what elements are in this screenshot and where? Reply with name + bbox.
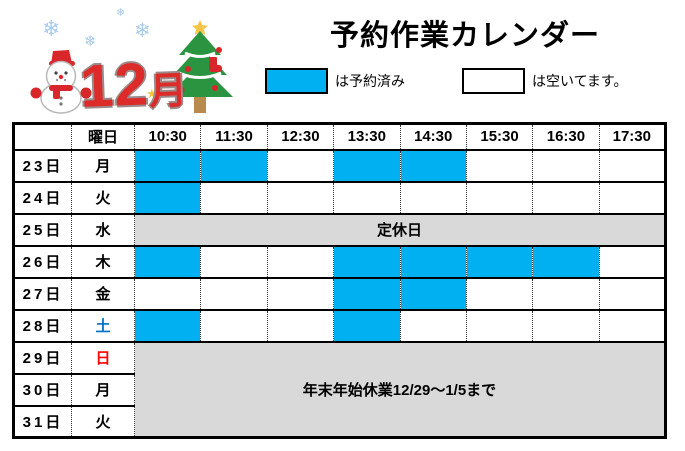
time-header: 15:30 — [465, 122, 533, 150]
snowflake-icon: ❄ — [84, 33, 97, 50]
slot-cell — [133, 180, 201, 214]
snowflake-icon: ❄ — [116, 7, 126, 19]
day-cell: 土 — [71, 308, 135, 342]
time-header: 13:30 — [333, 122, 400, 150]
slot-cell — [133, 244, 201, 278]
table-row-24: 24日 火 — [13, 180, 666, 214]
day-column-header: 曜日 — [71, 122, 135, 150]
available-swatch — [462, 68, 525, 94]
date-cell: 23日 — [13, 148, 72, 182]
slot-cell — [266, 244, 334, 278]
table-row-25: 25日 水 定休日 — [13, 212, 666, 246]
christmas-tree-icon — [167, 20, 233, 113]
slot-cell — [200, 308, 268, 342]
time-header: 14:30 — [399, 122, 467, 150]
header-row: 曜日 10:30 11:30 12:30 13:30 14:30 15:30 1… — [13, 122, 666, 150]
date-cell: 31日 — [13, 404, 72, 438]
slot-cell — [133, 276, 201, 310]
snowflake-icon: ❄ — [134, 20, 151, 42]
table-row-31: 31日 火 — [13, 404, 666, 438]
slot-cell — [532, 148, 600, 182]
time-header: 17:30 — [598, 122, 666, 150]
snowflake-icon: ❄ — [42, 16, 61, 41]
time-header: 11:30 — [200, 122, 268, 150]
table-row-28: 28日 土 — [13, 308, 666, 342]
day-cell: 木 — [71, 244, 135, 278]
slot-cell — [200, 180, 268, 214]
slot-cell — [133, 148, 201, 182]
slot-cell — [399, 180, 467, 214]
time-header: 10:30 — [133, 122, 201, 150]
slot-cell — [333, 308, 400, 342]
slot-cell — [266, 180, 334, 214]
slot-cell — [399, 148, 467, 182]
page-title: 予約作業カレンダー — [329, 20, 600, 52]
month-number: 12 — [78, 50, 150, 120]
slot-cell — [200, 148, 268, 182]
slot-cell — [465, 308, 533, 342]
date-cell: 25日 — [13, 212, 72, 246]
slot-cell — [333, 148, 400, 182]
slot-cell — [532, 276, 600, 310]
day-cell: 火 — [71, 180, 135, 214]
available-label: は空いてます。 — [532, 73, 628, 89]
slot-cell — [333, 276, 400, 310]
day-cell: 月 — [71, 148, 135, 182]
slot-cell — [598, 244, 666, 278]
time-header: 12:30 — [266, 122, 334, 150]
day-cell: 火 — [71, 404, 135, 438]
reserved-swatch — [265, 68, 328, 94]
date-cell: 27日 — [13, 276, 72, 310]
time-header: 16:30 — [532, 122, 600, 150]
closed-day-notice: 定休日 — [134, 212, 666, 246]
day-cell: 月 — [71, 372, 135, 406]
date-cell: 30日 — [13, 372, 72, 406]
slot-cell — [465, 148, 533, 182]
slot-cell — [399, 276, 467, 310]
star-icon: ★ — [161, 78, 170, 88]
month-suffix: 月 — [148, 70, 188, 114]
slot-cell — [598, 148, 666, 182]
table-row-26: 26日 木 — [13, 244, 666, 278]
slot-cell — [333, 180, 400, 214]
reservation-calendar-table: 曜日 10:30 11:30 12:30 13:30 14:30 15:30 1… — [12, 122, 667, 439]
slot-cell — [333, 244, 400, 278]
month-label: 12月 — [79, 48, 188, 121]
day-cell: 水 — [71, 212, 135, 246]
date-cell: 28日 — [13, 308, 72, 342]
table-row-27: 27日 金 — [13, 276, 666, 310]
table-row-23: 23日 月 — [13, 148, 666, 182]
date-cell: 26日 — [13, 244, 72, 278]
slot-cell — [465, 244, 533, 278]
slot-cell — [266, 276, 334, 310]
day-cell: 金 — [71, 276, 135, 310]
slot-cell — [532, 244, 600, 278]
slot-cell — [598, 276, 666, 310]
slot-cell — [200, 244, 268, 278]
legend: は予約済み は空いてます。 — [265, 68, 627, 94]
date-cell: 24日 — [13, 180, 72, 214]
slot-cell — [532, 180, 600, 214]
table-row-29: 29日 日 年末年始休業12/29～1/5まで — [13, 340, 666, 438]
slot-cell — [598, 180, 666, 214]
slot-cell — [266, 148, 334, 182]
slot-cell — [133, 308, 201, 342]
slot-cell — [598, 308, 666, 342]
slot-cell — [266, 308, 334, 342]
slot-cell — [465, 276, 533, 310]
star-icon: ★ — [146, 86, 158, 101]
date-cell: 29日 — [13, 340, 72, 374]
corner-cell — [13, 122, 72, 150]
slot-cell — [399, 244, 467, 278]
year-end-holiday-notice: 年末年始休業12/29～1/5まで — [134, 340, 666, 438]
slot-cell — [399, 308, 467, 342]
slot-cell — [200, 276, 268, 310]
snowman-icon — [30, 50, 92, 114]
table-row-30: 30日 月 — [13, 372, 666, 406]
slot-cell — [465, 180, 533, 214]
reserved-label: は予約済み — [335, 73, 405, 89]
slot-cell — [532, 308, 600, 342]
day-cell: 日 — [71, 340, 135, 374]
